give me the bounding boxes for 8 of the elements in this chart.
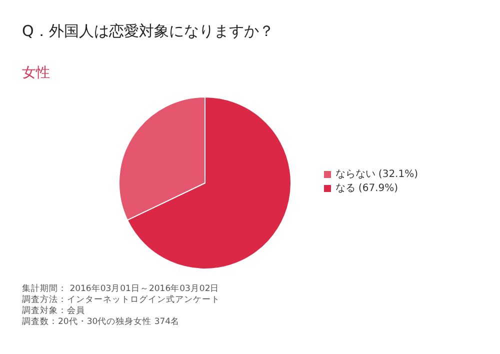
text: 調査数：20代・30代の独身女性 374名 [22, 317, 181, 328]
text: 調査対象：会員 [22, 306, 86, 317]
chart-subtitle: 女性 [22, 64, 50, 82]
legend-label: なる (67.9%) [335, 183, 398, 194]
legend-label: ならない (32.1%) [335, 169, 418, 180]
chart-title: Q．外国人は恋愛対象になりますか？ [22, 22, 274, 41]
text: 調査方法：インターネットログイン式アンケート [22, 295, 220, 306]
text: 集計期間： 2016年03月01日～2016年03月02日 [22, 284, 220, 295]
